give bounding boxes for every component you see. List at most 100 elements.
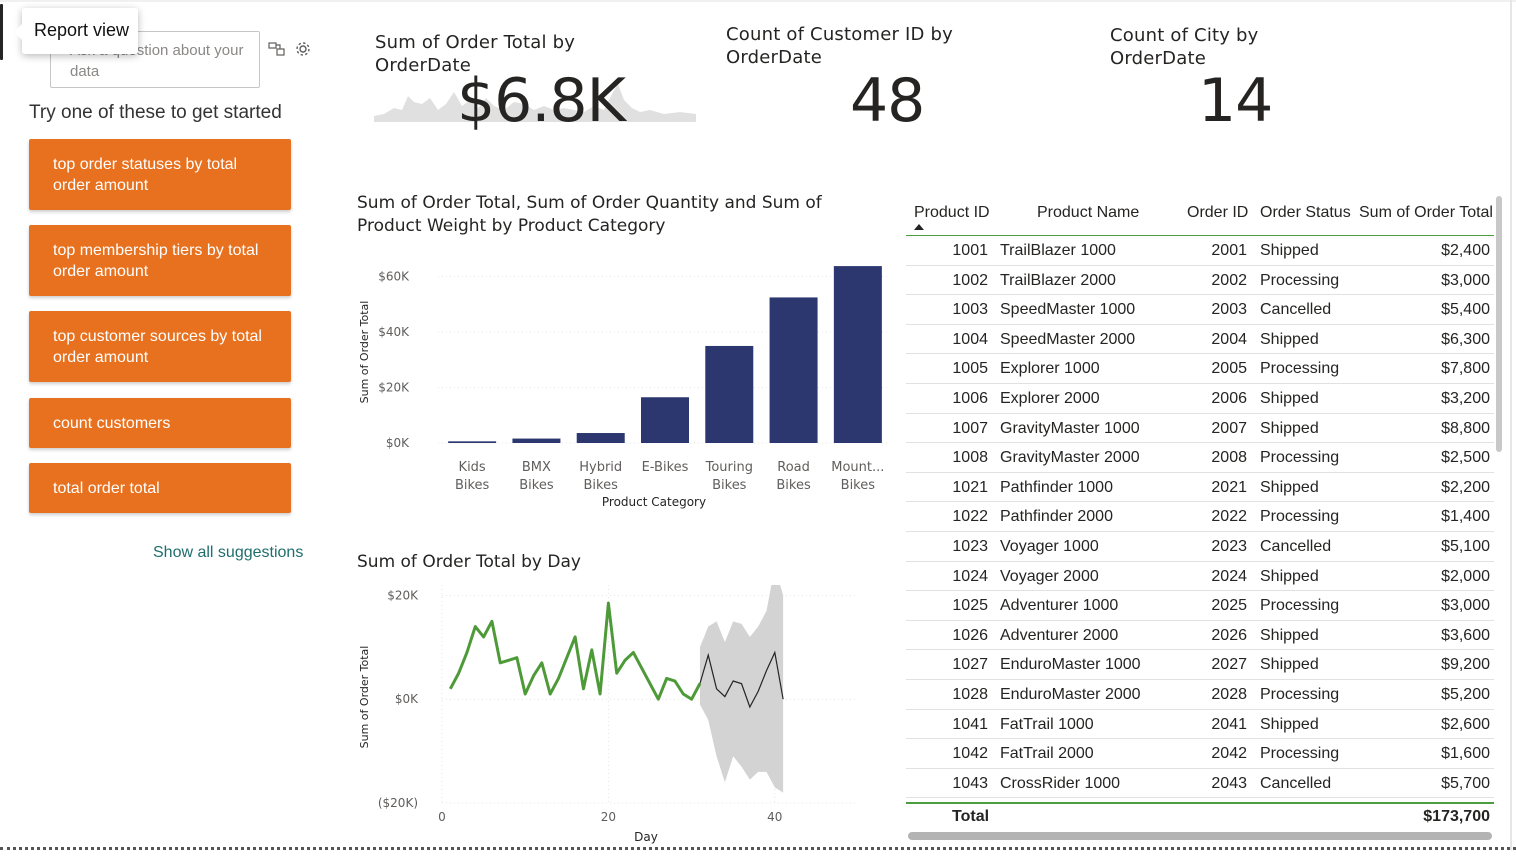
- suggestion-button-membership-tiers[interactable]: top membership tiers by total order amou…: [29, 225, 291, 296]
- cell-order-status: Shipped: [1260, 390, 1319, 407]
- cell-order-id: 2025: [1211, 597, 1247, 615]
- suggestion-button-total-order-total[interactable]: total order total: [29, 463, 291, 513]
- cell-order-status: Shipped: [1260, 626, 1319, 644]
- x-tick-label: Bikes: [584, 478, 619, 493]
- suggestion-button-customer-sources[interactable]: top customer sources by total order amou…: [29, 311, 291, 382]
- line-chart-title: Sum of Order Total by Day: [357, 552, 581, 572]
- cell-order-total: $6,300: [1441, 330, 1490, 348]
- cell-product-name: EnduroMaster 2000: [1000, 686, 1141, 703]
- right-border: [1510, 0, 1512, 850]
- y-axis-title: Sum of Order Total: [358, 301, 371, 404]
- bar-chart-title: Sum of Order Total, Sum of Order Quantit…: [357, 193, 822, 236]
- column-header-product-id[interactable]: Product ID: [914, 204, 990, 221]
- table-row[interactable]: 1042 FatTrail 2000 2042 Processing $1,600: [906, 739, 1494, 769]
- x-tick-label: Kids: [459, 460, 486, 475]
- bar: [448, 441, 497, 443]
- cell-product-name: SpeedMaster 2000: [1000, 330, 1136, 348]
- table-row[interactable]: 1004 SpeedMaster 2000 2004 Shipped $6,300: [906, 325, 1494, 355]
- table-row[interactable]: 1008 GravityMaster 2000 2008 Processing $2,5…: [906, 443, 1494, 473]
- cell-order-total: $1,600: [1441, 745, 1490, 763]
- cell-order-status: Processing: [1260, 360, 1340, 378]
- suggestions-heading: Try one of these to get started: [29, 102, 282, 123]
- line-chart: ($20K) $0K $20K 0 20 40 Day Sum of Order Total: [358, 585, 858, 844]
- cell-order-total: $9,200: [1441, 656, 1490, 674]
- cell-product-name: Adventurer 2000: [1000, 626, 1119, 644]
- x-tick-label: Bikes: [841, 478, 876, 493]
- cell-order-id: 2041: [1211, 715, 1247, 733]
- kpi-value-city-count: 14: [1198, 66, 1273, 136]
- table-row[interactable]: 1026 Adventurer 2000 2026 Shipped $3,600: [906, 621, 1494, 651]
- cell-order-total: $5,400: [1441, 301, 1490, 319]
- cell-product-id: 1003: [952, 301, 988, 319]
- column-header-order-id[interactable]: Order ID: [1187, 204, 1249, 221]
- table-row[interactable]: 1023 Voyager 1000 2023 Cancelled $5,100: [906, 532, 1494, 562]
- table-row[interactable]: 1001 TrailBlazer 1000 2001 Shipped $2,400: [906, 236, 1494, 266]
- cell-order-status: Cancelled: [1260, 301, 1332, 319]
- cell-order-status: Shipped: [1260, 656, 1319, 674]
- x-axis-title: Product Category: [602, 495, 706, 509]
- y-tick-label: $20K: [387, 588, 419, 602]
- vertical-scrollbar[interactable]: [1496, 196, 1502, 452]
- cell-product-name: FatTrail 2000: [1000, 745, 1094, 763]
- cell-product-id: 1008: [952, 449, 988, 467]
- convert-visual-icon[interactable]: [268, 40, 286, 58]
- table-row[interactable]: 1006 Explorer 2000 2006 Shipped $3,200: [906, 384, 1494, 414]
- table-row[interactable]: 1041 FatTrail 1000 2041 Shipped $2,600: [906, 710, 1494, 740]
- bar: [512, 438, 561, 443]
- cell-order-id: 2004: [1211, 330, 1247, 348]
- cell-product-id: 1026: [952, 626, 988, 644]
- suggestion-button-count-customers[interactable]: count customers: [29, 398, 291, 448]
- show-all-suggestions-link[interactable]: Show all suggestions: [153, 544, 304, 561]
- x-tick-label: Road: [777, 460, 810, 475]
- table-row[interactable]: 1021 Pathfinder 1000 2021 Shipped $2,200: [906, 473, 1494, 503]
- x-tick-label: Bikes: [455, 478, 490, 493]
- bar: [641, 397, 689, 443]
- cell-order-total: $2,400: [1441, 242, 1490, 259]
- bar: [833, 266, 882, 443]
- table-row[interactable]: 1002 TrailBlazer 2000 2002 Processing $3,000: [906, 266, 1494, 296]
- cell-product-id: 1028: [952, 686, 988, 703]
- sort-ascending-icon: [914, 224, 924, 230]
- cell-order-status: Shipped: [1260, 567, 1319, 585]
- cell-product-id: 1022: [952, 508, 988, 526]
- table-row[interactable]: 1005 Explorer 1000 2005 Processing $7,800: [906, 354, 1494, 384]
- column-header-product-name[interactable]: Product Name: [1037, 204, 1140, 221]
- cell-product-name: TrailBlazer 1000: [1000, 242, 1116, 259]
- cell-order-id: 2028: [1211, 686, 1247, 703]
- gear-icon[interactable]: [294, 40, 312, 58]
- table-row[interactable]: 1022 Pathfinder 2000 2022 Processing $1,400: [906, 502, 1494, 532]
- cell-product-name: CrossRider 1000: [1000, 774, 1121, 792]
- cell-order-total: $2,200: [1441, 478, 1490, 496]
- cell-order-id: 2026: [1211, 626, 1247, 644]
- table-row[interactable]: 1025 Adventurer 1000 2025 Processing $3,000: [906, 591, 1494, 621]
- cell-product-id: 1025: [952, 597, 988, 615]
- cell-product-name: Explorer 1000: [1000, 360, 1100, 378]
- table-row[interactable]: 1007 GravityMaster 1000 2007 Shipped $8,800: [906, 414, 1494, 444]
- cell-order-id: 2002: [1211, 271, 1247, 289]
- suggestion-label: top membership tiers by total order amou…: [53, 241, 259, 280]
- cell-order-status: Shipped: [1260, 478, 1319, 496]
- horizontal-scrollbar[interactable]: [908, 832, 1492, 840]
- cell-order-total: $3,200: [1441, 390, 1490, 407]
- cell-order-id: 2007: [1211, 419, 1247, 437]
- table-row[interactable]: 1024 Voyager 2000 2024 Shipped $2,000: [906, 562, 1494, 592]
- cell-product-name: FatTrail 1000: [1000, 715, 1094, 733]
- cell-product-name: Voyager 2000: [1000, 567, 1099, 585]
- column-header-sum-order-total[interactable]: Sum of Order Total: [1359, 204, 1493, 221]
- tooltip-text: Report view: [34, 20, 130, 40]
- cell-order-total: $2,600: [1441, 715, 1490, 733]
- cell-order-id: 2001: [1211, 242, 1247, 259]
- x-tick-label: Bikes: [776, 478, 811, 493]
- table-row[interactable]: 1043 CrossRider 1000 2043 Cancelled $5,700: [906, 769, 1494, 799]
- table-row[interactable]: 1003 SpeedMaster 1000 2003 Cancelled $5,400: [906, 295, 1494, 325]
- cell-order-id: 2022: [1211, 508, 1247, 526]
- x-tick-label: Touring: [705, 460, 753, 475]
- cell-order-total: $8,800: [1441, 419, 1490, 437]
- cell-product-id: 1024: [952, 567, 988, 585]
- table-row[interactable]: 1027 EnduroMaster 1000 2027 Shipped $9,200: [906, 650, 1494, 680]
- table-row[interactable]: 1028 EnduroMaster 2000 2028 Processing $5,20…: [906, 680, 1494, 710]
- column-header-order-status[interactable]: Order Status: [1260, 204, 1351, 221]
- cell-order-id: 2024: [1211, 567, 1247, 585]
- qa-focus-indicator: [0, 4, 3, 60]
- suggestion-button-order-statuses[interactable]: top order statuses by total order amount: [29, 139, 291, 210]
